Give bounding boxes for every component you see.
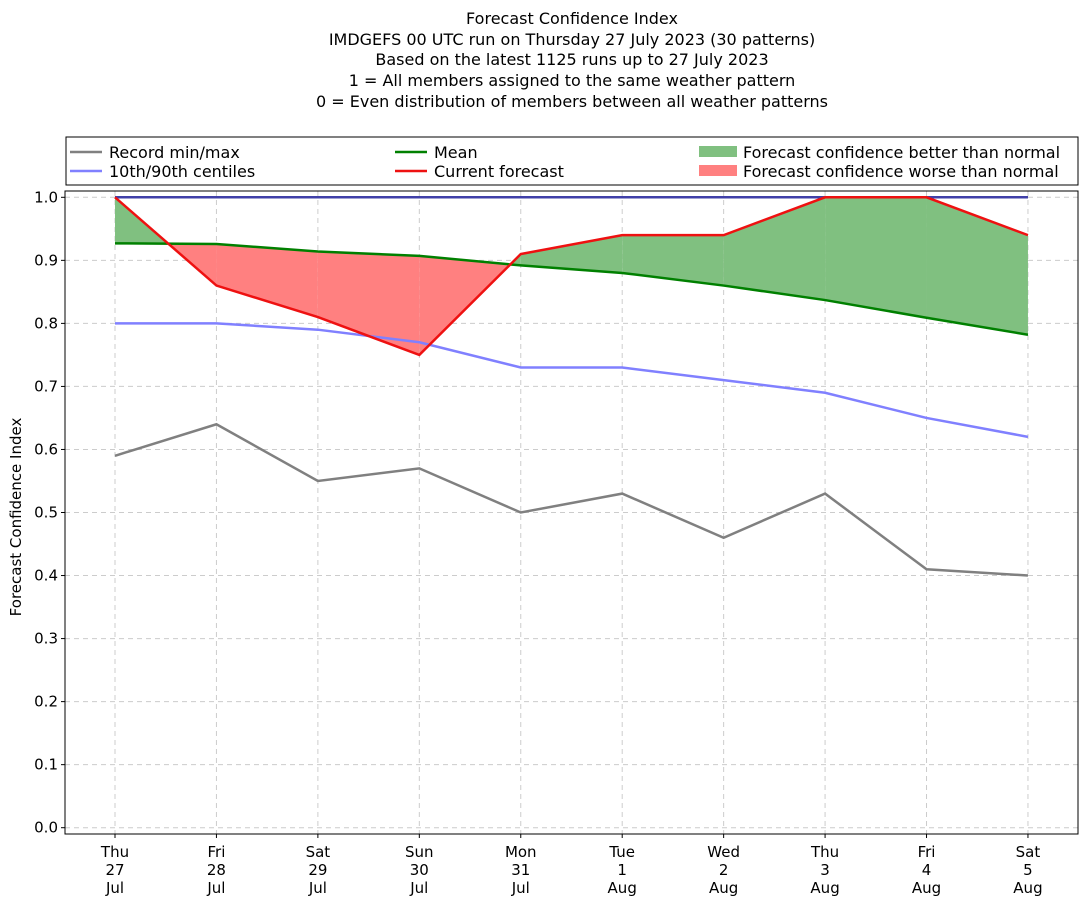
axis-ticks: 0.00.10.20.30.40.50.60.70.80.91.0Thu27Ju… bbox=[34, 188, 1042, 897]
x-tick-label: Mon bbox=[505, 843, 537, 861]
series-line-current-forecast bbox=[114, 196, 1029, 357]
x-tick-label: 4 bbox=[922, 861, 932, 879]
legend-swatch-worse bbox=[699, 165, 737, 176]
x-tick-label: Thu bbox=[100, 843, 129, 861]
y-tick-label: 0.6 bbox=[34, 440, 58, 458]
title-line-2: IMDGEFS 00 UTC run on Thursday 27 July 2… bbox=[329, 30, 815, 49]
series-line-mean bbox=[114, 242, 1029, 336]
x-tick-label: Fri bbox=[208, 843, 226, 861]
x-tick-label: Jul bbox=[308, 879, 327, 897]
y-tick-label: 0.8 bbox=[34, 314, 58, 332]
x-tick-label: Aug bbox=[1013, 879, 1042, 897]
x-tick-label: Sat bbox=[306, 843, 331, 861]
x-tick-label: Aug bbox=[709, 879, 738, 897]
x-tick-label: 2 bbox=[719, 861, 729, 879]
y-tick-label: 0.3 bbox=[34, 630, 58, 648]
x-tick-label: 30 bbox=[410, 861, 429, 879]
x-tick-label: Wed bbox=[707, 843, 740, 861]
x-tick-label: Aug bbox=[810, 879, 839, 897]
y-tick-label: 0.1 bbox=[34, 756, 58, 774]
fill-better-than-normal bbox=[723, 197, 826, 301]
y-axis-label: Forecast Confidence Index bbox=[7, 418, 25, 617]
legend-label-centiles: 10th/90th centiles bbox=[109, 162, 255, 181]
confidence-fills bbox=[115, 197, 1028, 355]
x-tick-label: Jul bbox=[206, 879, 225, 897]
x-tick-label: Jul bbox=[511, 879, 530, 897]
legend-label-worse: Forecast confidence worse than normal bbox=[743, 162, 1059, 181]
legend-label-current: Current forecast bbox=[434, 162, 564, 181]
x-tick-label: Jul bbox=[105, 879, 124, 897]
fill-better-than-normal bbox=[926, 197, 1028, 335]
x-tick-label: Aug bbox=[608, 879, 637, 897]
x-tick-label: 28 bbox=[207, 861, 226, 879]
x-tick-label: 27 bbox=[105, 861, 124, 879]
fill-worse-than-normal bbox=[419, 255, 511, 355]
title-line-5: 0 = Even distribution of members between… bbox=[316, 92, 828, 111]
legend-frame bbox=[65, 136, 1079, 186]
fill-worse-than-normal bbox=[216, 243, 318, 318]
series-line-10th-centile bbox=[115, 322, 1029, 439]
series-line-record-min bbox=[114, 422, 1029, 577]
series-lines bbox=[114, 196, 1029, 577]
x-tick-label: 1 bbox=[617, 861, 627, 879]
fill-better-than-normal bbox=[825, 197, 927, 318]
legend: Record min/max 10th/90th centiles Mean C… bbox=[65, 136, 1079, 186]
x-tick-label: 29 bbox=[308, 861, 327, 879]
y-tick-label: 0.9 bbox=[34, 251, 58, 269]
fill-better-than-normal bbox=[622, 235, 724, 286]
y-tick-label: 0.0 bbox=[34, 819, 58, 837]
y-tick-label: 0.7 bbox=[34, 377, 58, 395]
x-tick-label: Sat bbox=[1016, 843, 1041, 861]
fill-worse-than-normal bbox=[317, 251, 420, 355]
legend-swatch-better bbox=[699, 146, 737, 157]
y-tick-label: 1.0 bbox=[34, 188, 58, 206]
y-tick-label: 0.2 bbox=[34, 693, 58, 711]
title-line-1: Forecast Confidence Index bbox=[466, 9, 678, 28]
x-tick-label: Tue bbox=[608, 843, 635, 861]
title-line-4: 1 = All members assigned to the same wea… bbox=[349, 71, 796, 90]
legend-label-mean: Mean bbox=[434, 143, 478, 162]
x-tick-label: 3 bbox=[820, 861, 830, 879]
legend-label-record: Record min/max bbox=[109, 143, 240, 162]
y-tick-label: 0.5 bbox=[34, 504, 58, 522]
legend-label-better: Forecast confidence better than normal bbox=[743, 143, 1060, 162]
x-tick-label: Fri bbox=[918, 843, 936, 861]
x-tick-label: Sun bbox=[405, 843, 434, 861]
fill-better-than-normal bbox=[520, 235, 623, 273]
x-tick-label: Thu bbox=[810, 843, 839, 861]
title-line-3: Based on the latest 1125 runs up to 27 J… bbox=[375, 50, 768, 69]
chart-title: Forecast Confidence Index IMDGEFS 00 UTC… bbox=[316, 9, 828, 111]
grid-lines bbox=[65, 191, 1078, 834]
x-tick-label: 5 bbox=[1023, 861, 1033, 879]
x-tick-label: 31 bbox=[511, 861, 530, 879]
x-tick-label: Aug bbox=[912, 879, 941, 897]
y-tick-label: 0.4 bbox=[34, 567, 58, 585]
x-tick-label: Jul bbox=[409, 879, 428, 897]
